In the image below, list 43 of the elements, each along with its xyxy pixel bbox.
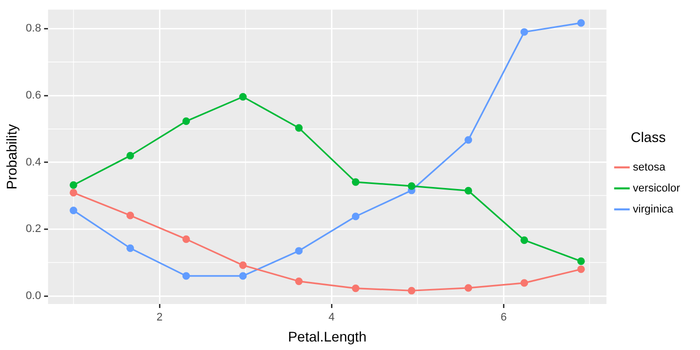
point [239,261,247,270]
point [70,181,78,189]
point [295,247,303,255]
point [577,257,585,266]
point [295,124,303,132]
point [352,284,360,292]
point [352,178,360,186]
y-tick-label: 0.4 [26,156,42,168]
point [408,182,416,190]
point [464,186,472,195]
point [464,136,472,144]
point [577,265,585,274]
x-axis-title: Petal.Length [288,328,367,344]
y-tick-label: 0.2 [26,223,42,236]
y-tick-label: 0.8 [26,22,42,35]
point [408,286,416,294]
legend-label: versicolor [632,182,680,194]
point [464,284,472,292]
point [577,19,585,27]
x-tick-label: 2 [156,312,163,324]
point [70,206,78,214]
point [182,117,190,126]
y-axis-title: Probability [3,124,20,190]
point [520,279,528,287]
point [239,272,247,280]
text: 0.0 [26,290,42,302]
point [352,212,360,220]
point [126,244,134,252]
point [126,212,134,220]
point [182,235,190,243]
legend-label: setosa [632,161,666,174]
point [520,236,528,244]
legend-label: virginica [632,203,674,216]
point [126,152,134,160]
x-tick-label: 6 [500,312,507,324]
legend-title: Class [630,128,666,145]
point [520,28,528,36]
point [70,188,78,197]
point [182,272,190,280]
y-tick-label: 0.6 [26,90,42,102]
point [239,93,247,101]
x-tick-label: 4 [328,312,335,324]
point [295,277,303,286]
